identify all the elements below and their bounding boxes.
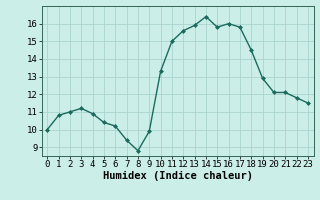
X-axis label: Humidex (Indice chaleur): Humidex (Indice chaleur) [103, 171, 252, 181]
